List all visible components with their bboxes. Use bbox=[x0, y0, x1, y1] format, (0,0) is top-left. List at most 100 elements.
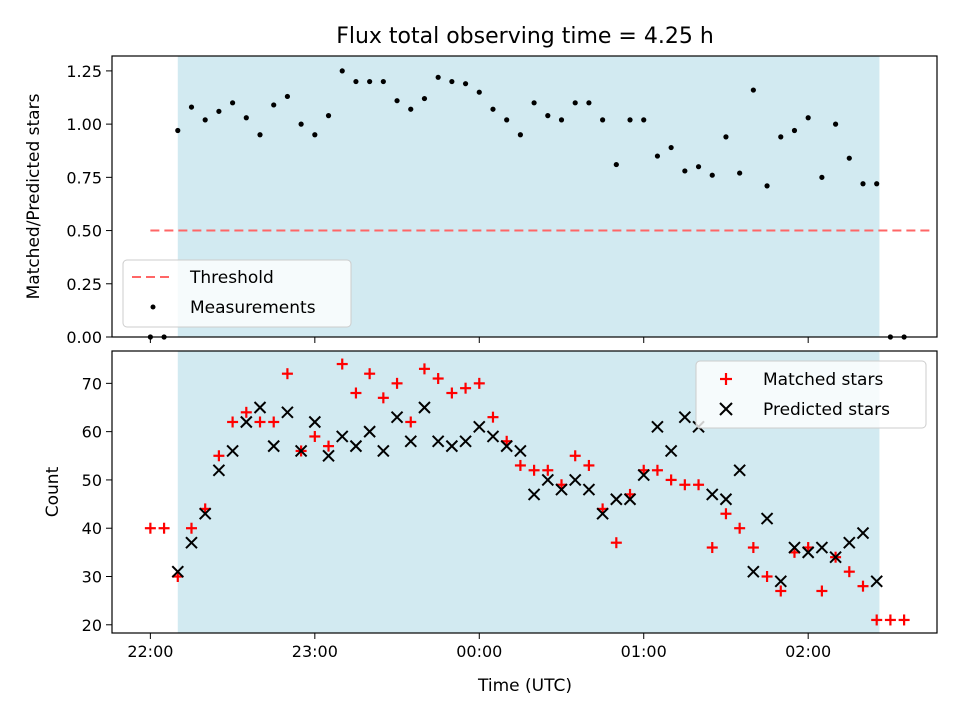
predicted-star-point bbox=[253, 401, 267, 414]
bottom-panel: 22:00 23:00 00:00 01:00 02:00 20 30 40 50 60 70 C… bbox=[43, 350, 938, 696]
matched-star-point bbox=[158, 522, 170, 534]
y-tick-label: 0.75 bbox=[66, 168, 102, 187]
matched-star-point bbox=[144, 522, 156, 534]
measurement-point bbox=[490, 106, 496, 112]
y-tick-label: 50 bbox=[82, 471, 102, 490]
matched-star-point bbox=[432, 373, 444, 385]
predicted-star-point bbox=[568, 473, 582, 487]
measurement-point bbox=[586, 100, 592, 106]
measurement-point bbox=[558, 117, 565, 123]
measurement-point bbox=[504, 117, 510, 123]
matched-star-point bbox=[281, 368, 293, 380]
measurement-point bbox=[367, 78, 373, 85]
measurement-point bbox=[421, 95, 428, 102]
matched-star-point bbox=[898, 614, 910, 626]
predicted-star-point bbox=[390, 410, 404, 424]
top-x-ticks bbox=[149, 337, 809, 343]
predicted-star-point bbox=[610, 493, 623, 506]
matched-star-point bbox=[542, 464, 554, 476]
predicted-star-point bbox=[514, 444, 527, 458]
matched-star-point bbox=[610, 537, 622, 549]
measurement-point bbox=[462, 81, 469, 87]
matched-star-point bbox=[391, 377, 403, 389]
x-tick-label: 23:00 bbox=[292, 642, 338, 661]
predicted-star-point bbox=[706, 488, 719, 501]
legend-measurements-marker bbox=[150, 304, 156, 310]
predicted-star-point bbox=[843, 536, 856, 549]
legend-measurements-label: Measurements bbox=[190, 298, 316, 318]
x-tick-label: 00:00 bbox=[456, 642, 502, 661]
matched-star-point bbox=[336, 358, 348, 370]
y-tick-label: 0.25 bbox=[66, 275, 102, 294]
matched-star-point bbox=[693, 479, 705, 491]
measurement-point bbox=[723, 134, 729, 140]
predicted-star-point bbox=[870, 575, 883, 588]
matched-star-point bbox=[350, 387, 362, 399]
top-measurements bbox=[147, 68, 907, 340]
measurement-point bbox=[778, 134, 784, 140]
measurement-point bbox=[791, 127, 798, 134]
matched-star-point bbox=[377, 392, 389, 404]
matched-star-point bbox=[227, 416, 239, 428]
measurement-point bbox=[284, 93, 291, 100]
matched-star-point bbox=[706, 542, 718, 554]
measurement-point bbox=[846, 155, 852, 161]
predicted-star-point bbox=[281, 406, 294, 419]
matched-star-point bbox=[309, 430, 321, 442]
top-panel: 0.00 0.25 0.50 0.75 1.00 1.25 Matched/Predict… bbox=[24, 55, 938, 347]
matched-star-point bbox=[871, 614, 883, 626]
matched-star-point bbox=[268, 416, 280, 428]
measurement-point bbox=[175, 127, 181, 134]
predicted-star-point bbox=[500, 439, 513, 453]
measurement-point bbox=[394, 98, 400, 104]
predicted-star-point bbox=[541, 473, 555, 487]
matched-star-point bbox=[240, 406, 252, 418]
measurement-point bbox=[641, 117, 647, 123]
measurement-point bbox=[600, 117, 606, 123]
predicted-star-point bbox=[637, 468, 650, 482]
matched-star-point bbox=[213, 450, 225, 462]
x-tick-label: 01:00 bbox=[621, 642, 667, 661]
y-tick-label: 0.00 bbox=[66, 328, 102, 347]
measurement-point bbox=[325, 113, 332, 119]
matched-star-point bbox=[843, 566, 855, 578]
matched-star-point bbox=[364, 368, 376, 380]
predicted-star-point bbox=[760, 512, 774, 525]
y-tick-label: 0.50 bbox=[66, 222, 102, 241]
predicted-star-point bbox=[322, 449, 335, 462]
predicted-star-point bbox=[308, 415, 322, 429]
predicted-star-point bbox=[459, 435, 472, 448]
bottom-y-ticks: 20 30 40 50 60 70 bbox=[82, 374, 112, 635]
top-axes-frame bbox=[111, 55, 938, 338]
matched-star-point bbox=[487, 411, 499, 423]
predicted-star-point bbox=[582, 483, 596, 496]
predicted-star-point bbox=[349, 439, 363, 453]
measurement-point bbox=[819, 174, 825, 180]
matched-star-point bbox=[405, 416, 417, 428]
measurement-point bbox=[874, 181, 880, 187]
y-tick-label: 1.25 bbox=[66, 62, 102, 81]
measurement-point bbox=[709, 172, 715, 178]
matched-star-point bbox=[761, 571, 773, 583]
measurement-point bbox=[627, 117, 633, 123]
top-legend: Threshold Measurements bbox=[122, 259, 352, 328]
measurement-point bbox=[531, 100, 537, 106]
predicted-star-point bbox=[801, 546, 815, 559]
predicted-stars-points bbox=[171, 401, 883, 588]
measurement-point bbox=[312, 132, 318, 138]
measurement-point bbox=[257, 132, 263, 138]
measurement-point bbox=[668, 144, 674, 151]
measurement-point bbox=[298, 121, 304, 127]
legend-predicted-label: Predicted stars bbox=[763, 400, 890, 420]
measurement-point bbox=[202, 117, 208, 123]
matched-star-point bbox=[528, 464, 540, 476]
predicted-star-point bbox=[815, 541, 829, 554]
matched-star-point bbox=[734, 522, 746, 534]
predicted-star-point bbox=[294, 444, 308, 458]
bottom-y-axis-label: Count bbox=[43, 466, 63, 517]
predicted-star-point bbox=[404, 435, 417, 448]
predicted-star-point bbox=[719, 493, 733, 506]
y-tick-label: 70 bbox=[82, 374, 102, 393]
predicted-star-point bbox=[377, 444, 390, 458]
